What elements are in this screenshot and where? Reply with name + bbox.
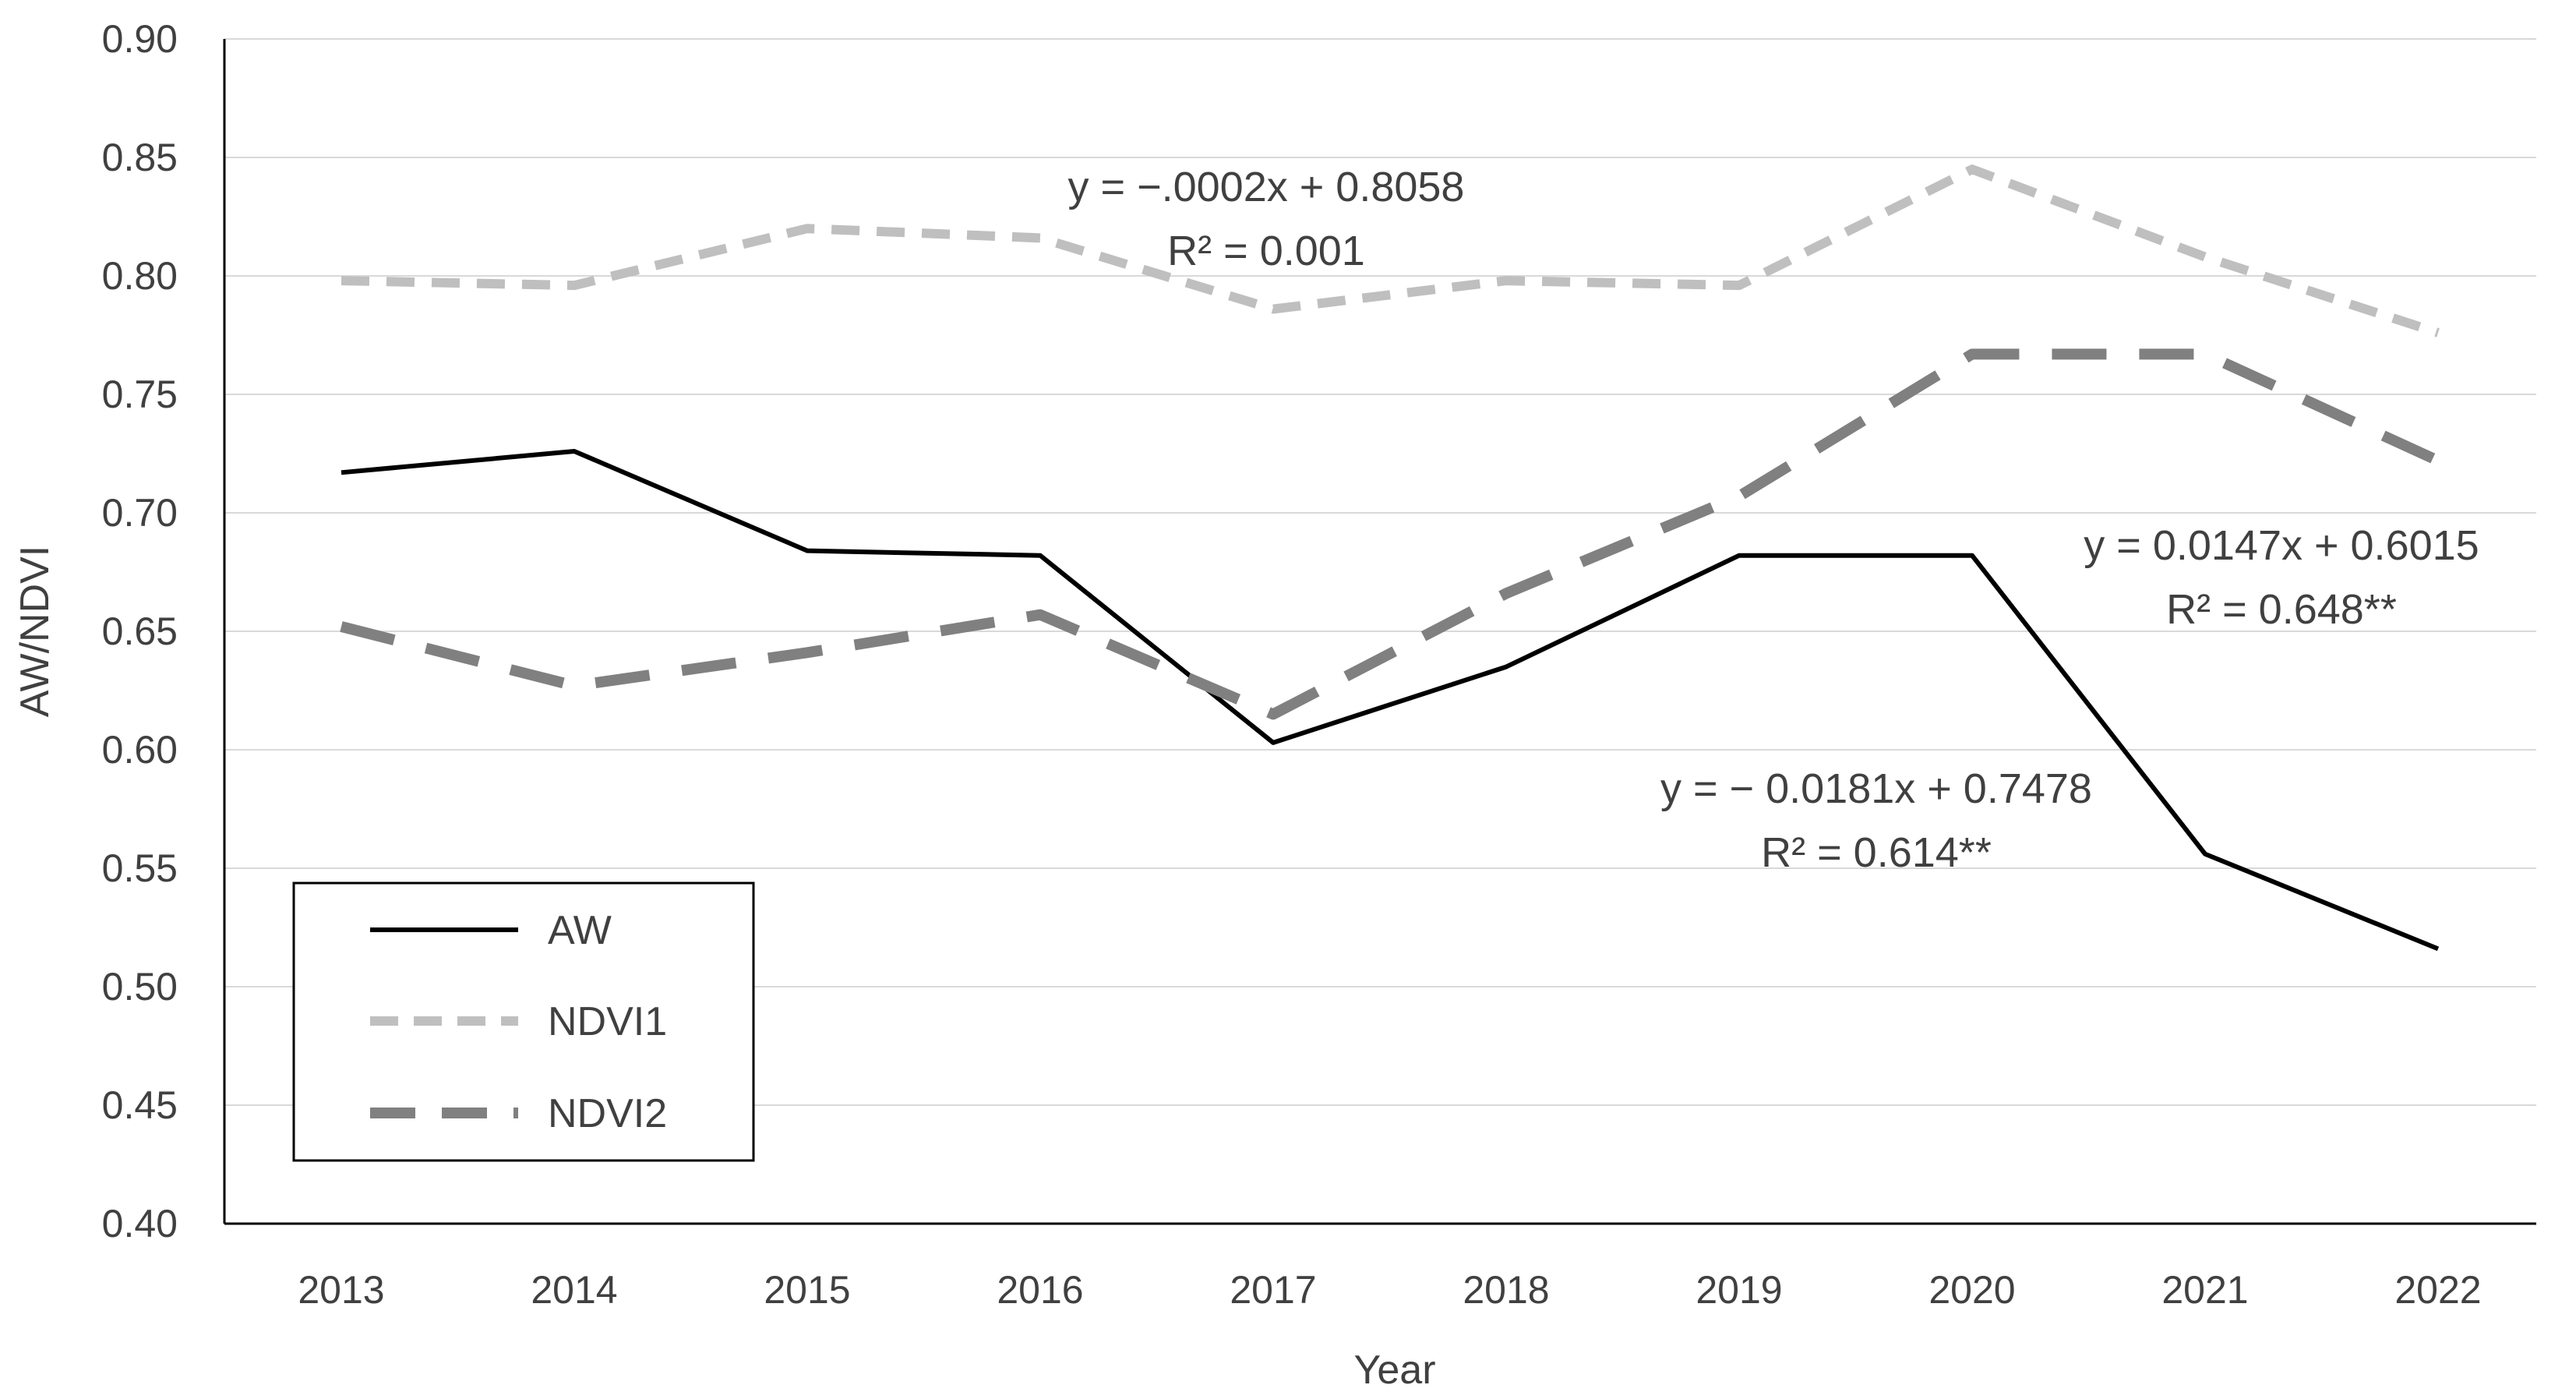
trend-equation-aw: y = − 0.0181x + 0.7478 — [1660, 765, 2092, 812]
legend-label-aw: AW — [548, 908, 612, 953]
x-tick-label: 2019 — [1696, 1268, 1782, 1312]
y-tick-label: 0.85 — [102, 136, 178, 179]
y-tick-label: 0.60 — [102, 728, 178, 772]
legend-box — [294, 883, 753, 1161]
x-tick-label: 2014 — [531, 1268, 617, 1312]
axes: 0.40 0.45 0.50 0.55 0.60 0.65 0.70 0.75 0.80 0.85… — [12, 17, 2536, 1393]
y-tick-label: 0.65 — [102, 609, 178, 653]
trend-equation-ndvi1: y = −.0002x + 0.8058 — [1068, 164, 1465, 210]
trend-r2-aw: R² = 0.614** — [1761, 829, 1992, 876]
x-tick-label: 2022 — [2394, 1268, 2481, 1312]
legend-label-ndvi2: NDVI2 — [548, 1091, 667, 1136]
x-axis-title: Year — [1353, 1348, 1435, 1393]
x-tick-label: 2017 — [1230, 1268, 1316, 1312]
y-tick-label: 0.55 — [102, 846, 178, 890]
x-tick-label: 2016 — [997, 1268, 1083, 1312]
x-tick-label: 2018 — [1463, 1268, 1549, 1312]
x-tick-label: 2013 — [298, 1268, 384, 1312]
x-tick-label: 2021 — [2161, 1268, 2248, 1312]
trend-r2-ndvi1: R² = 0.001 — [1167, 228, 1365, 274]
y-tick-label: 0.80 — [102, 254, 178, 298]
y-tick-label: 0.50 — [102, 965, 178, 1009]
y-tick-label: 0.40 — [102, 1202, 178, 1245]
y-tick-label: 0.70 — [102, 491, 178, 535]
y-tick-label: 0.75 — [102, 373, 178, 416]
y-axis-title: AW/NDVI — [12, 546, 58, 718]
x-tick-label: 2020 — [1928, 1268, 2015, 1312]
legend: AW NDVI1 NDVI2 — [294, 883, 753, 1161]
trend-r2-ndvi2: R² = 0.648** — [2166, 586, 2397, 633]
trend-equation-ndvi2: y = 0.0147x + 0.6015 — [2084, 522, 2479, 569]
y-tick-label: 0.45 — [102, 1083, 178, 1127]
y-tick-label: 0.90 — [102, 17, 178, 61]
x-tick-label: 2015 — [764, 1268, 850, 1312]
legend-label-ndvi1: NDVI1 — [548, 999, 667, 1044]
